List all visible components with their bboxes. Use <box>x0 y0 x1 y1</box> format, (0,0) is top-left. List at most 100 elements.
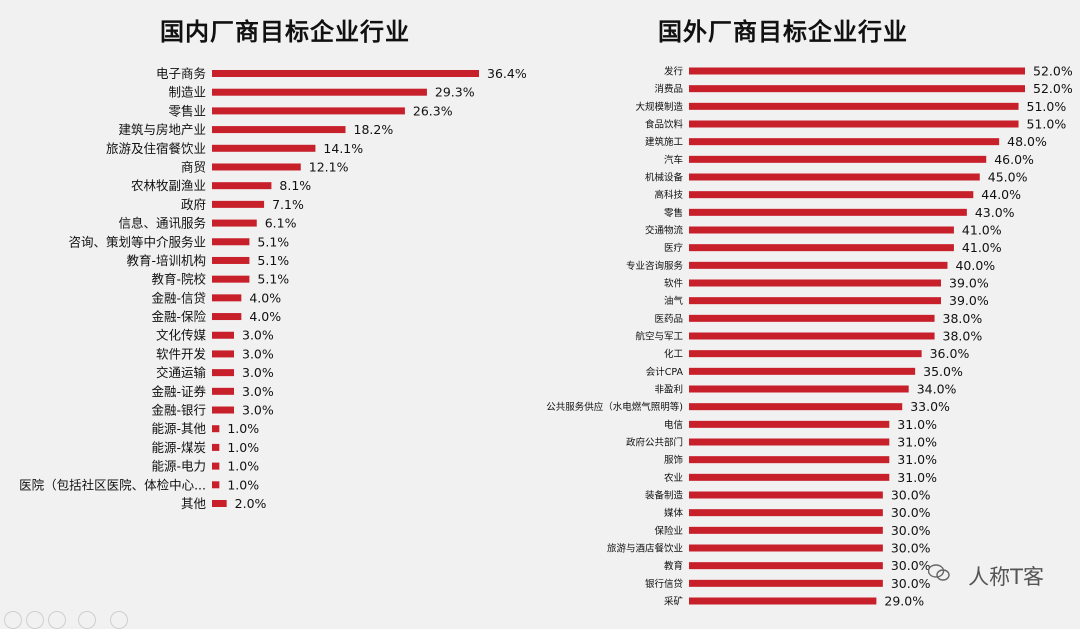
data-label: 33.0% <box>910 399 950 414</box>
category-label: 农业 <box>664 472 683 484</box>
data-label: 39.0% <box>949 293 989 308</box>
category-label: 医疗 <box>664 242 684 254</box>
category-label: 化工 <box>664 348 684 360</box>
data-label: 40.0% <box>955 258 995 273</box>
bar <box>212 387 235 395</box>
bar <box>689 102 1019 110</box>
bar <box>689 261 948 269</box>
category-label: 采矿 <box>664 595 684 607</box>
data-label: 1.0% <box>227 440 259 455</box>
bar <box>689 120 1019 128</box>
category-label: 交通运输 <box>156 365 207 380</box>
domestic-chart-title: 国内厂商目标企业行业 <box>160 18 410 46</box>
data-label: 38.0% <box>943 329 983 344</box>
category-label: 建筑与房地产业 <box>118 122 206 137</box>
data-label: 41.0% <box>962 223 1002 238</box>
category-label: 零售 <box>664 207 683 219</box>
data-label: 5.1% <box>257 234 289 249</box>
category-label: 银行信贷 <box>645 578 683 590</box>
category-label: 油气 <box>664 295 684 307</box>
footer-icon-row <box>0 611 160 629</box>
bar <box>689 597 877 605</box>
category-label: 会计CPA <box>646 366 684 378</box>
foreign-chart-title: 国外厂商目标企业行业 <box>658 18 908 46</box>
category-label: 电信 <box>664 419 683 431</box>
data-label: 3.0% <box>242 384 274 399</box>
foreign-chart-panel: 国外厂商目标企业行业 发行 52.0% 消费品 52.0% 大规模制造 51.0% 食品饮料… <box>540 0 1080 623</box>
data-label: 30.0% <box>891 523 931 538</box>
category-label: 非盈利 <box>654 383 683 395</box>
bar <box>689 67 1025 75</box>
bar <box>689 438 890 446</box>
category-label: 能源-煤炭 <box>151 440 206 455</box>
domestic-bar-chart: 电子商务 36.4% 制造业 29.3% 零售业 26.3% 建筑与房地产业 18.2% 旅游及… <box>19 66 527 511</box>
bar <box>212 256 250 264</box>
bar <box>689 155 987 163</box>
bar <box>212 500 227 507</box>
bar <box>689 279 941 287</box>
bar <box>689 138 1000 146</box>
bar <box>212 182 272 190</box>
data-label: 51.0% <box>1027 117 1067 132</box>
bar <box>689 367 916 375</box>
data-label: 31.0% <box>897 470 937 485</box>
bar <box>689 579 883 587</box>
bar <box>212 369 235 377</box>
category-label: 零售业 <box>168 103 206 118</box>
category-label: 航空与军工 <box>635 330 683 342</box>
data-label: 46.0% <box>994 152 1034 167</box>
bar <box>212 350 235 358</box>
bar <box>689 385 909 393</box>
bar <box>212 275 250 283</box>
bar <box>689 314 935 322</box>
data-label: 1.0% <box>227 477 259 492</box>
bar <box>689 420 890 428</box>
data-label: 30.0% <box>891 576 931 591</box>
data-label: 34.0% <box>917 382 957 397</box>
category-label: 食品饮料 <box>645 118 684 130</box>
bar <box>212 294 242 302</box>
category-label: 金融-银行 <box>151 403 206 418</box>
category-label: 高科技 <box>654 189 683 201</box>
category-label: 商贸 <box>181 159 206 174</box>
category-label: 教育-院校 <box>151 272 206 287</box>
category-label: 农林牧副渔业 <box>131 178 206 193</box>
category-label: 电子商务 <box>156 66 206 81</box>
data-label: 52.0% <box>1033 64 1073 79</box>
category-label: 机械设备 <box>645 171 684 183</box>
category-label: 咨询、策划等中介服务业 <box>68 234 206 249</box>
bar <box>689 544 883 552</box>
data-label: 3.0% <box>242 328 274 343</box>
category-label: 能源-电力 <box>151 459 206 474</box>
bar <box>212 443 220 451</box>
data-label: 3.0% <box>242 403 274 418</box>
bar <box>689 456 890 464</box>
bar <box>689 226 954 234</box>
data-label: 3.0% <box>242 365 274 380</box>
bar <box>212 200 265 208</box>
category-label: 能源-其他 <box>151 421 206 436</box>
data-label: 29.0% <box>884 594 924 609</box>
data-label: 51.0% <box>1027 99 1067 114</box>
bar <box>689 526 883 534</box>
data-label: 3.0% <box>242 346 274 361</box>
bar <box>212 107 405 115</box>
data-label: 35.0% <box>923 364 963 379</box>
data-label: 1.0% <box>227 421 259 436</box>
bar <box>689 473 890 481</box>
data-label: 29.3% <box>435 85 475 100</box>
category-label: 金融-信贷 <box>151 290 206 305</box>
bar <box>689 191 974 199</box>
category-label: 发行 <box>664 65 684 77</box>
category-label: 汽车 <box>664 154 683 166</box>
bar <box>689 509 883 517</box>
bar <box>212 70 479 77</box>
bar <box>212 425 220 433</box>
category-label: 教育 <box>664 560 683 572</box>
category-label: 金融-证券 <box>151 384 206 399</box>
category-label: 制造业 <box>168 85 206 100</box>
data-label: 8.1% <box>279 178 311 193</box>
data-label: 1.0% <box>227 459 259 474</box>
wechat-icon <box>928 564 950 581</box>
bar <box>689 332 935 340</box>
